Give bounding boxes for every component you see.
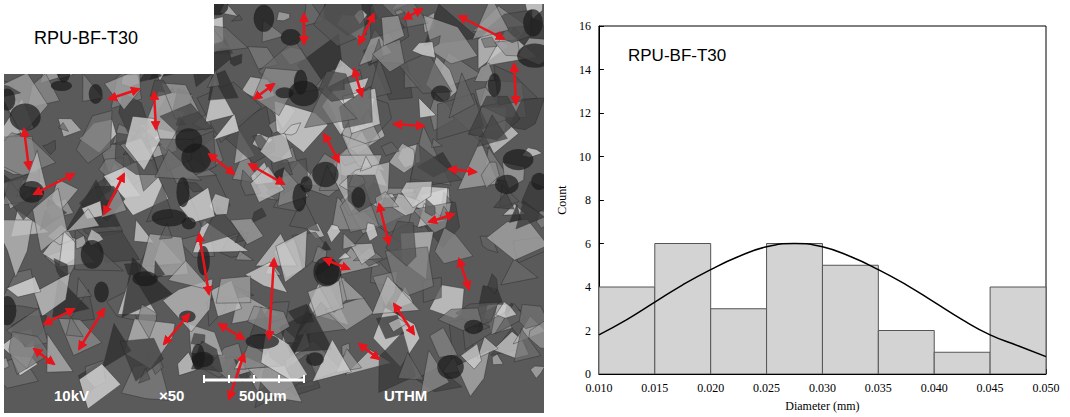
svg-text:12: 12 [579, 106, 591, 120]
svg-text:14: 14 [579, 63, 591, 77]
svg-text:2: 2 [585, 324, 591, 338]
svg-text:8: 8 [585, 193, 591, 207]
svg-text:0.035: 0.035 [865, 381, 892, 395]
svg-text:10: 10 [579, 150, 591, 164]
svg-text:0.040: 0.040 [921, 381, 948, 395]
svg-text:RPU-BF-T30: RPU-BF-T30 [34, 28, 138, 48]
svg-text:Count: Count [555, 185, 569, 215]
svg-text:UTHM: UTHM [384, 387, 427, 404]
svg-text:Diameter (mm): Diameter (mm) [785, 399, 859, 413]
svg-text:0: 0 [585, 367, 591, 381]
svg-text:10kV: 10kV [54, 387, 89, 404]
svg-text:6: 6 [585, 237, 591, 251]
svg-text:0.020: 0.020 [697, 381, 724, 395]
svg-text:0.010: 0.010 [585, 381, 612, 395]
svg-text:0.050: 0.050 [1033, 381, 1060, 395]
svg-text:16: 16 [579, 19, 591, 33]
svg-text:0.045: 0.045 [977, 381, 1004, 395]
svg-text:RPU-BF-T30: RPU-BF-T30 [628, 46, 726, 65]
svg-text:0.015: 0.015 [641, 381, 668, 395]
svg-text:×50: ×50 [159, 387, 184, 404]
svg-text:500μm: 500μm [239, 387, 287, 404]
svg-text:0.030: 0.030 [809, 381, 836, 395]
svg-text:4: 4 [585, 280, 591, 294]
svg-text:0.025: 0.025 [753, 381, 780, 395]
